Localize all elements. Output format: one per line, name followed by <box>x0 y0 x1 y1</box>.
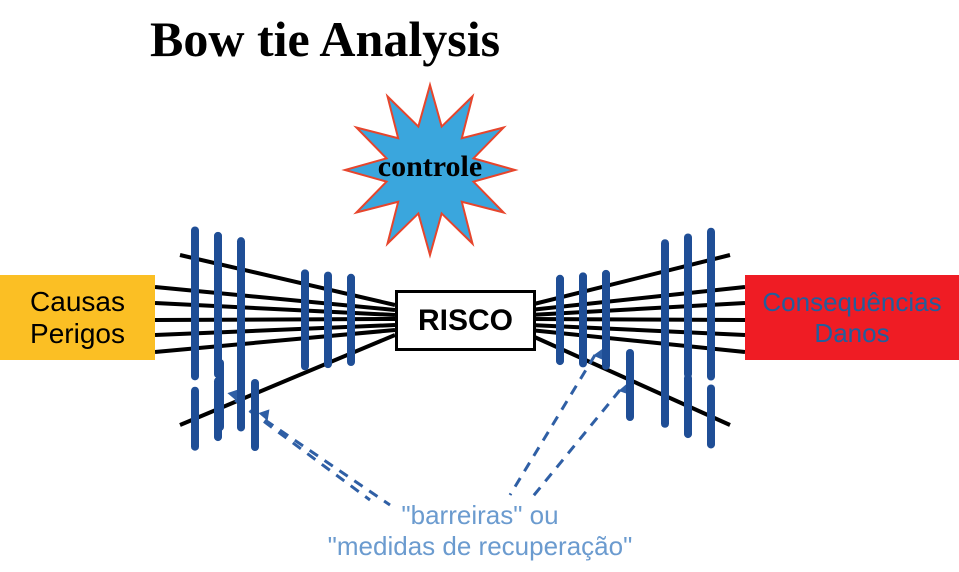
page-title: Bow tie Analysis <box>150 10 500 68</box>
conseq-line2: Danos <box>814 318 889 349</box>
risk-label: RISCO <box>418 304 513 338</box>
causes-line1: Causas <box>30 286 125 318</box>
consequences-box: Consequências Danos <box>745 275 959 360</box>
control-burst-label: controle <box>370 150 490 184</box>
risk-box: RISCO <box>395 290 536 351</box>
causes-line2: Perigos <box>30 318 125 350</box>
conseq-line1: Consequências <box>762 287 941 318</box>
caption-line1: "barreiras" ou <box>280 500 680 531</box>
caption-line2: "medidas de recuperação" <box>280 531 680 562</box>
footer-caption: "barreiras" ou "medidas de recuperação" <box>280 500 680 562</box>
causes-box: Causas Perigos <box>0 275 155 360</box>
